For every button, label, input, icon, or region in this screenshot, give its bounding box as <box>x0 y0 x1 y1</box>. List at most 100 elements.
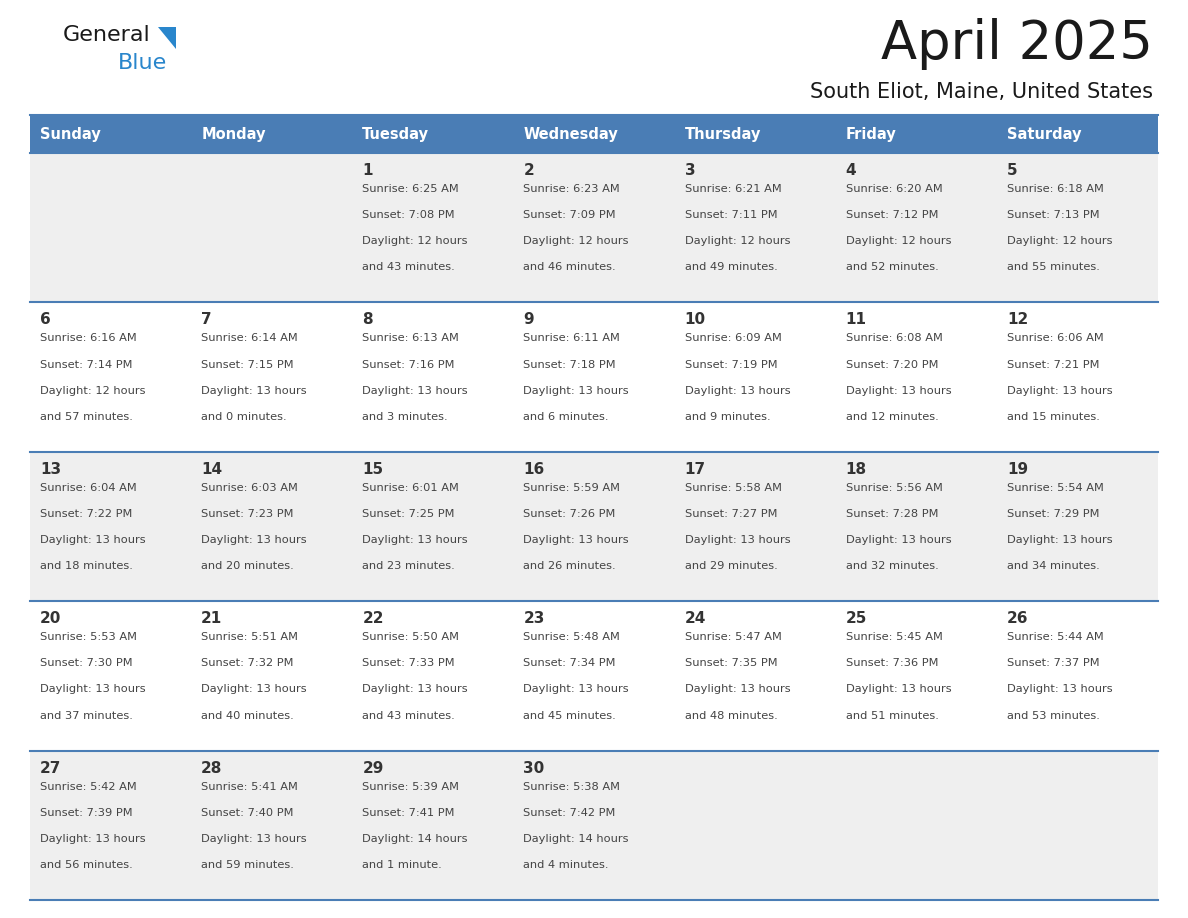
Text: and 45 minutes.: and 45 minutes. <box>524 711 617 721</box>
Text: Sunset: 7:09 PM: Sunset: 7:09 PM <box>524 210 617 220</box>
Text: Daylight: 13 hours: Daylight: 13 hours <box>40 685 146 695</box>
Text: 1: 1 <box>362 163 373 178</box>
Text: Daylight: 13 hours: Daylight: 13 hours <box>1007 386 1112 396</box>
Text: Sunrise: 6:11 AM: Sunrise: 6:11 AM <box>524 333 620 343</box>
Text: 14: 14 <box>201 462 222 476</box>
Text: and 15 minutes.: and 15 minutes. <box>1007 412 1100 422</box>
Text: Daylight: 13 hours: Daylight: 13 hours <box>684 386 790 396</box>
Text: Daylight: 13 hours: Daylight: 13 hours <box>524 685 630 695</box>
Bar <box>30 452 1158 601</box>
Text: Sunset: 7:34 PM: Sunset: 7:34 PM <box>524 658 615 668</box>
Text: Sunrise: 6:13 AM: Sunrise: 6:13 AM <box>362 333 459 343</box>
Text: 2: 2 <box>524 163 535 178</box>
Text: 18: 18 <box>846 462 867 476</box>
Text: Daylight: 12 hours: Daylight: 12 hours <box>846 236 952 246</box>
Text: Sunset: 7:37 PM: Sunset: 7:37 PM <box>1007 658 1099 668</box>
Text: Daylight: 14 hours: Daylight: 14 hours <box>362 834 468 844</box>
Text: Daylight: 12 hours: Daylight: 12 hours <box>684 236 790 246</box>
Text: Sunset: 7:22 PM: Sunset: 7:22 PM <box>40 509 132 519</box>
Text: 28: 28 <box>201 761 222 776</box>
Text: 25: 25 <box>846 611 867 626</box>
Text: Sunset: 7:18 PM: Sunset: 7:18 PM <box>524 360 617 370</box>
Bar <box>30 751 1158 900</box>
Bar <box>191 115 353 153</box>
Text: 17: 17 <box>684 462 706 476</box>
Text: April 2025: April 2025 <box>881 18 1154 70</box>
Text: Daylight: 13 hours: Daylight: 13 hours <box>1007 535 1112 545</box>
Text: Sunrise: 6:23 AM: Sunrise: 6:23 AM <box>524 184 620 194</box>
Text: Sunset: 7:29 PM: Sunset: 7:29 PM <box>1007 509 1099 519</box>
Text: 16: 16 <box>524 462 544 476</box>
Text: and 37 minutes.: and 37 minutes. <box>40 711 133 721</box>
Text: Sunrise: 5:41 AM: Sunrise: 5:41 AM <box>201 781 298 791</box>
Text: 8: 8 <box>362 312 373 328</box>
Text: Sunrise: 6:16 AM: Sunrise: 6:16 AM <box>40 333 137 343</box>
Text: Daylight: 13 hours: Daylight: 13 hours <box>40 834 146 844</box>
Text: 29: 29 <box>362 761 384 776</box>
Text: Daylight: 13 hours: Daylight: 13 hours <box>40 535 146 545</box>
Text: Sunset: 7:21 PM: Sunset: 7:21 PM <box>1007 360 1099 370</box>
Text: Sunset: 7:26 PM: Sunset: 7:26 PM <box>524 509 615 519</box>
Text: 30: 30 <box>524 761 544 776</box>
Text: Sunrise: 5:48 AM: Sunrise: 5:48 AM <box>524 633 620 643</box>
Text: Sunset: 7:33 PM: Sunset: 7:33 PM <box>362 658 455 668</box>
Text: Sunrise: 5:39 AM: Sunrise: 5:39 AM <box>362 781 460 791</box>
Text: 24: 24 <box>684 611 706 626</box>
Text: Sunset: 7:39 PM: Sunset: 7:39 PM <box>40 808 133 818</box>
Text: Daylight: 12 hours: Daylight: 12 hours <box>40 386 145 396</box>
Text: Daylight: 12 hours: Daylight: 12 hours <box>362 236 468 246</box>
Text: Sunrise: 6:25 AM: Sunrise: 6:25 AM <box>362 184 459 194</box>
Bar <box>30 115 191 153</box>
Text: 26: 26 <box>1007 611 1029 626</box>
Text: and 43 minutes.: and 43 minutes. <box>362 263 455 273</box>
Text: and 56 minutes.: and 56 minutes. <box>40 860 133 870</box>
Text: South Eliot, Maine, United States: South Eliot, Maine, United States <box>810 82 1154 102</box>
Text: Daylight: 12 hours: Daylight: 12 hours <box>524 236 628 246</box>
Text: Sunrise: 5:56 AM: Sunrise: 5:56 AM <box>846 483 942 493</box>
Text: Daylight: 13 hours: Daylight: 13 hours <box>201 834 307 844</box>
Text: 3: 3 <box>684 163 695 178</box>
Text: Daylight: 13 hours: Daylight: 13 hours <box>524 535 630 545</box>
Text: Sunset: 7:27 PM: Sunset: 7:27 PM <box>684 509 777 519</box>
Text: Sunset: 7:19 PM: Sunset: 7:19 PM <box>684 360 777 370</box>
Text: and 4 minutes.: and 4 minutes. <box>524 860 609 870</box>
Text: Sunrise: 6:03 AM: Sunrise: 6:03 AM <box>201 483 298 493</box>
Text: Sunset: 7:40 PM: Sunset: 7:40 PM <box>201 808 293 818</box>
Polygon shape <box>158 27 176 49</box>
Text: Daylight: 13 hours: Daylight: 13 hours <box>846 685 952 695</box>
Text: 6: 6 <box>40 312 51 328</box>
Text: Sunset: 7:35 PM: Sunset: 7:35 PM <box>684 658 777 668</box>
Text: and 9 minutes.: and 9 minutes. <box>684 412 770 422</box>
Text: Daylight: 14 hours: Daylight: 14 hours <box>524 834 628 844</box>
Text: Daylight: 13 hours: Daylight: 13 hours <box>362 685 468 695</box>
Text: Wednesday: Wednesday <box>524 127 618 141</box>
Text: and 34 minutes.: and 34 minutes. <box>1007 561 1100 571</box>
Text: Daylight: 12 hours: Daylight: 12 hours <box>1007 236 1112 246</box>
Text: and 6 minutes.: and 6 minutes. <box>524 412 609 422</box>
Text: Sunrise: 6:09 AM: Sunrise: 6:09 AM <box>684 333 782 343</box>
Text: 21: 21 <box>201 611 222 626</box>
Text: and 20 minutes.: and 20 minutes. <box>201 561 293 571</box>
Text: Monday: Monday <box>201 127 266 141</box>
Text: Daylight: 13 hours: Daylight: 13 hours <box>201 535 307 545</box>
Text: 15: 15 <box>362 462 384 476</box>
Text: Sunday: Sunday <box>40 127 101 141</box>
Text: and 49 minutes.: and 49 minutes. <box>684 263 777 273</box>
Text: Friday: Friday <box>846 127 897 141</box>
Text: Daylight: 13 hours: Daylight: 13 hours <box>362 386 468 396</box>
Text: and 57 minutes.: and 57 minutes. <box>40 412 133 422</box>
Text: Sunset: 7:12 PM: Sunset: 7:12 PM <box>846 210 939 220</box>
Text: Sunrise: 5:47 AM: Sunrise: 5:47 AM <box>684 633 782 643</box>
Text: 10: 10 <box>684 312 706 328</box>
Text: Daylight: 13 hours: Daylight: 13 hours <box>684 685 790 695</box>
Text: Daylight: 13 hours: Daylight: 13 hours <box>846 535 952 545</box>
Text: and 12 minutes.: and 12 minutes. <box>846 412 939 422</box>
Text: Sunset: 7:16 PM: Sunset: 7:16 PM <box>362 360 455 370</box>
Text: Sunset: 7:25 PM: Sunset: 7:25 PM <box>362 509 455 519</box>
Text: Sunset: 7:20 PM: Sunset: 7:20 PM <box>846 360 939 370</box>
Text: and 43 minutes.: and 43 minutes. <box>362 711 455 721</box>
Bar <box>997 115 1158 153</box>
Text: Sunrise: 6:08 AM: Sunrise: 6:08 AM <box>846 333 942 343</box>
Text: Thursday: Thursday <box>684 127 762 141</box>
Text: and 40 minutes.: and 40 minutes. <box>201 711 293 721</box>
